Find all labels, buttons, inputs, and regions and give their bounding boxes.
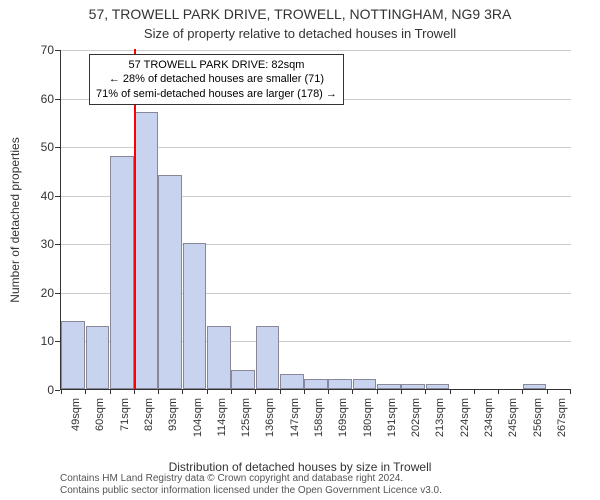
x-tick <box>280 389 281 394</box>
x-tick-label: 224sqm <box>459 398 471 438</box>
y-axis-title: Number of detached properties <box>8 137 22 302</box>
x-tick-label: 136sqm <box>264 398 276 438</box>
x-tick <box>85 389 86 394</box>
chart-title-main: 57, TROWELL PARK DRIVE, TROWELL, NOTTING… <box>0 6 600 22</box>
x-tick-label: 49sqm <box>70 398 82 438</box>
x-tick <box>255 389 256 394</box>
chart-container: 57, TROWELL PARK DRIVE, TROWELL, NOTTING… <box>0 0 600 500</box>
x-tick <box>231 389 232 394</box>
x-tick <box>547 389 548 394</box>
chart-title-sub: Size of property relative to detached ho… <box>0 26 600 41</box>
y-tick-label: 40 <box>24 189 54 203</box>
histogram-bar <box>86 326 110 389</box>
grid-line <box>61 50 571 51</box>
y-tick-label: 0 <box>24 383 54 397</box>
histogram-bar <box>353 379 377 389</box>
x-tick <box>134 389 135 394</box>
x-tick <box>182 389 183 394</box>
histogram-bar <box>110 156 134 389</box>
x-tick-label: 93sqm <box>167 398 179 438</box>
x-tick <box>61 389 62 394</box>
x-tick <box>110 389 111 394</box>
annotation-line1: 57 TROWELL PARK DRIVE: 82sqm <box>96 58 337 72</box>
histogram-bar <box>377 384 401 389</box>
x-tick <box>570 389 571 394</box>
x-tick-label: 60sqm <box>94 398 106 438</box>
annotation-line2: ← 28% of detached houses are smaller (71… <box>96 72 337 86</box>
y-tick <box>55 99 60 100</box>
x-tick-label: 245sqm <box>507 398 519 438</box>
footer-line2: Contains public sector information licen… <box>60 485 442 497</box>
x-tick-label: 114sqm <box>216 398 228 438</box>
histogram-bar <box>523 384 547 389</box>
x-tick-label: 125sqm <box>240 398 252 438</box>
x-tick <box>522 389 523 394</box>
x-tick-label: 267sqm <box>556 398 568 438</box>
y-tick <box>55 50 60 51</box>
x-tick <box>401 389 402 394</box>
x-tick-label: 191sqm <box>386 398 398 438</box>
histogram-bar <box>280 374 304 389</box>
histogram-bar <box>231 370 255 389</box>
y-tick <box>55 390 60 391</box>
y-tick-label: 20 <box>24 286 54 300</box>
x-tick <box>352 389 353 394</box>
x-tick <box>207 389 208 394</box>
y-tick <box>55 341 60 342</box>
x-tick <box>498 389 499 394</box>
x-tick-label: 234sqm <box>483 398 495 438</box>
x-tick <box>450 389 451 394</box>
x-tick-label: 147sqm <box>289 398 301 438</box>
histogram-bar <box>183 243 207 389</box>
y-tick-label: 70 <box>24 43 54 57</box>
x-tick <box>304 389 305 394</box>
x-tick <box>158 389 159 394</box>
histogram-bar <box>401 384 425 389</box>
x-tick <box>474 389 475 394</box>
x-tick-label: 158sqm <box>313 398 325 438</box>
x-tick-label: 82sqm <box>143 398 155 438</box>
histogram-bar <box>426 384 450 389</box>
x-tick <box>377 389 378 394</box>
y-tick <box>55 293 60 294</box>
x-tick-label: 71sqm <box>119 398 131 438</box>
histogram-bar <box>304 379 328 389</box>
footer-line1: Contains HM Land Registry data © Crown c… <box>60 473 442 485</box>
x-tick-label: 256sqm <box>532 398 544 438</box>
x-tick-label: 169sqm <box>337 398 349 438</box>
plot-area: 57 TROWELL PARK DRIVE: 82sqm ← 28% of de… <box>60 50 570 390</box>
x-tick-label: 104sqm <box>192 398 204 438</box>
x-tick <box>425 389 426 394</box>
x-tick-label: 180sqm <box>362 398 374 438</box>
y-tick-label: 60 <box>24 92 54 106</box>
y-tick-label: 10 <box>24 334 54 348</box>
y-tick-label: 30 <box>24 237 54 251</box>
histogram-bar <box>134 112 158 389</box>
annotation-line3: 71% of semi-detached houses are larger (… <box>96 87 337 101</box>
x-tick-label: 213sqm <box>434 398 446 438</box>
y-tick <box>55 196 60 197</box>
y-tick <box>55 244 60 245</box>
histogram-bar <box>256 326 280 389</box>
histogram-bar <box>207 326 231 389</box>
x-axis-title: Distribution of detached houses by size … <box>0 460 600 474</box>
x-tick-label: 202sqm <box>410 398 422 438</box>
histogram-bar <box>328 379 352 389</box>
annotation-box: 57 TROWELL PARK DRIVE: 82sqm ← 28% of de… <box>89 54 344 105</box>
x-tick <box>328 389 329 394</box>
y-tick <box>55 147 60 148</box>
footer-text: Contains HM Land Registry data © Crown c… <box>60 473 442 497</box>
y-tick-label: 50 <box>24 140 54 154</box>
histogram-bar <box>158 175 182 389</box>
histogram-bar <box>61 321 85 389</box>
